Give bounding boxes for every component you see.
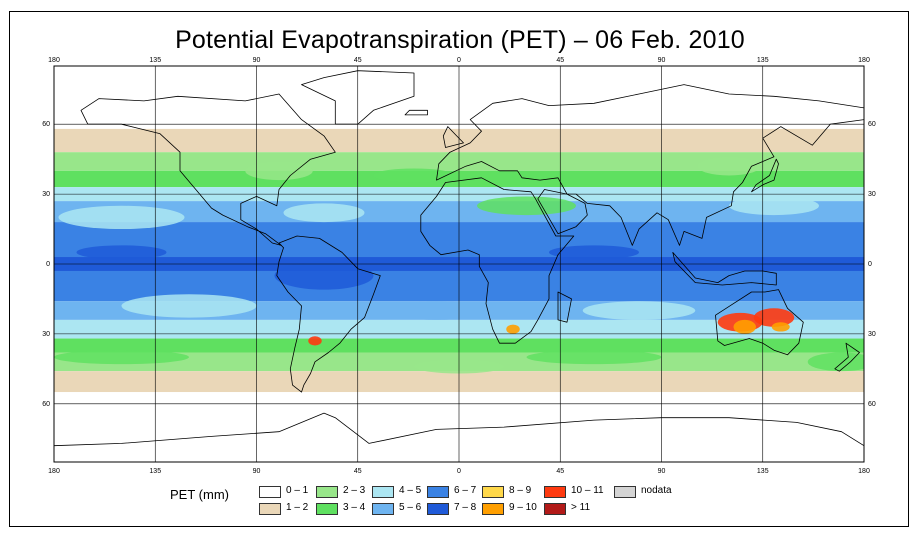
landmass-australia bbox=[715, 289, 804, 356]
pet-blob bbox=[729, 196, 819, 216]
lat-tick-right: 60 bbox=[868, 121, 876, 128]
hotspot bbox=[506, 324, 520, 334]
lon-tick-top: 180 bbox=[858, 57, 870, 64]
lon-tick-bottom: 0 bbox=[457, 468, 461, 475]
lat-tick-left: 60 bbox=[42, 121, 50, 128]
lon-tick-top: 180 bbox=[48, 57, 60, 64]
lon-tick-top: 135 bbox=[149, 57, 161, 64]
hotspot bbox=[771, 322, 790, 332]
pet-blob bbox=[76, 245, 167, 260]
hotspot bbox=[753, 308, 795, 327]
pet-blob bbox=[391, 301, 482, 320]
landmass-greenland bbox=[301, 70, 415, 125]
lon-tick-bottom: 180 bbox=[48, 468, 60, 475]
landmass-antarctica bbox=[54, 412, 864, 462]
lat-tick-left: 30 bbox=[42, 331, 50, 338]
lon-tick-bottom: 135 bbox=[149, 468, 161, 475]
lat-tick-right: 0 bbox=[868, 261, 872, 268]
map-title: Potential Evapotranspiration (PET) – 06 … bbox=[175, 26, 745, 54]
lon-tick-bottom: 180 bbox=[858, 468, 870, 475]
landmass-north-america bbox=[80, 93, 336, 246]
pet-blob bbox=[807, 352, 864, 372]
pet-blob bbox=[697, 156, 761, 176]
pet-blob bbox=[274, 261, 374, 290]
hotspot bbox=[308, 336, 322, 346]
landmass-indonesia bbox=[672, 251, 777, 286]
lat-tick-left: 0 bbox=[46, 261, 50, 268]
landmass-japan bbox=[751, 158, 779, 193]
pet-blob bbox=[58, 205, 185, 230]
pet-blob bbox=[245, 161, 313, 181]
lon-tick-top: 90 bbox=[253, 57, 261, 64]
lon-tick-bottom: 90 bbox=[658, 468, 666, 475]
lon-tick-top: 45 bbox=[354, 57, 362, 64]
landmass-new-zealand bbox=[834, 342, 860, 372]
axis-ticks: 180 180 135 135 90 90 45 45 0 0 45 45 90 90 135 135 180 1… bbox=[42, 57, 876, 475]
landmass-uk bbox=[442, 126, 464, 148]
landmass-arabia bbox=[537, 189, 588, 235]
lat-tick-right: 30 bbox=[868, 191, 876, 198]
pet-blob bbox=[54, 350, 189, 365]
lat-tick-right: 60 bbox=[868, 401, 876, 408]
lon-tick-bottom: 135 bbox=[757, 468, 769, 475]
pet-blob bbox=[477, 196, 576, 216]
landmass-eurasia bbox=[436, 84, 864, 246]
pet-blob bbox=[121, 294, 257, 318]
lat-tick-left: 60 bbox=[42, 401, 50, 408]
map-border bbox=[53, 65, 865, 463]
lon-tick-top: 135 bbox=[757, 57, 769, 64]
landmass-madagascar bbox=[557, 291, 572, 323]
lon-tick-top: 0 bbox=[457, 57, 461, 64]
pet-blob bbox=[283, 203, 365, 223]
pet-blob bbox=[582, 301, 696, 320]
graticule bbox=[54, 66, 864, 462]
pet-blob bbox=[526, 350, 662, 365]
lon-tick-bottom: 45 bbox=[556, 468, 564, 475]
pet-blob bbox=[549, 245, 639, 260]
pet-blob bbox=[373, 168, 455, 183]
lon-tick-top: 90 bbox=[658, 57, 666, 64]
lat-tick-right: 30 bbox=[868, 331, 876, 338]
landmass-iceland bbox=[404, 109, 428, 116]
hotspot bbox=[733, 319, 756, 334]
lon-tick-bottom: 45 bbox=[354, 468, 362, 475]
lat-tick-left: 30 bbox=[42, 191, 50, 198]
lon-tick-bottom: 90 bbox=[253, 468, 261, 475]
landmass-africa bbox=[420, 177, 575, 344]
lon-tick-top: 45 bbox=[556, 57, 564, 64]
